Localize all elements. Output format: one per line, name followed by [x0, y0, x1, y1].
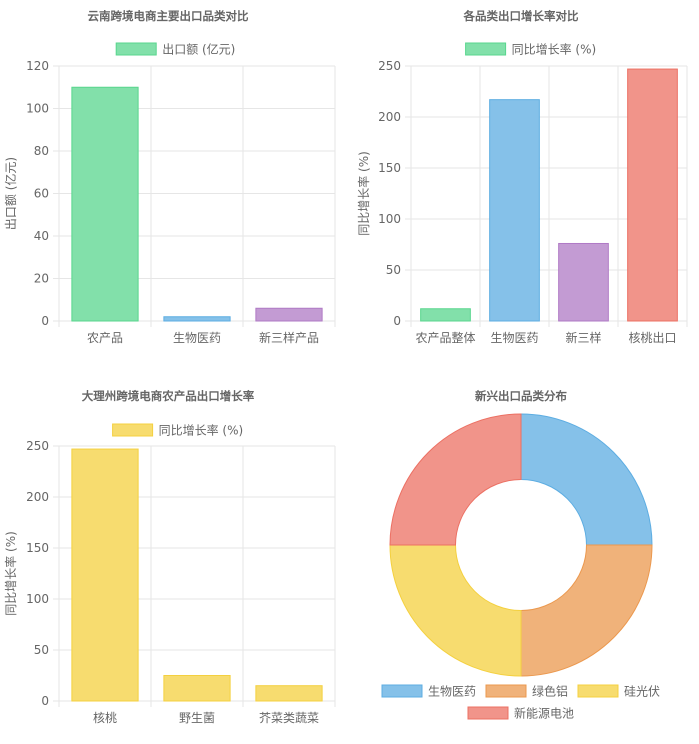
- legend-label: 同比增长率 (%): [512, 42, 597, 57]
- legend-swatch: [115, 42, 157, 56]
- chart-legend[interactable]: 同比增长率 (%): [465, 42, 597, 57]
- chart-title: 新兴出口品类分布: [475, 389, 567, 403]
- x-tick-label: 核桃: [93, 710, 117, 725]
- bar-1[interactable]: [420, 308, 471, 322]
- x-tick-label: 农产品: [87, 331, 123, 345]
- y-tick-label: 250: [26, 439, 49, 453]
- y-tick-label: 200: [26, 490, 49, 504]
- bar-2[interactable]: [163, 316, 231, 322]
- y-tick-label: 150: [378, 161, 401, 175]
- legend-swatch: [467, 706, 509, 720]
- legend-label: 新能源电池: [514, 706, 574, 721]
- y-tick-label: 250: [378, 59, 401, 73]
- chart-legend[interactable]: 同比增长率 (%): [112, 423, 244, 438]
- legend-swatch: [112, 423, 154, 437]
- legend-label: 同比增长率 (%): [159, 423, 244, 438]
- bar-3[interactable]: [255, 685, 323, 702]
- bar-4[interactable]: [627, 68, 678, 322]
- y-tick-label: 100: [26, 102, 49, 116]
- chart-title: 云南跨境电商主要出口品类对比: [88, 9, 249, 23]
- y-axis-label: 同比增长率 (%): [356, 151, 371, 236]
- y-tick-label: 0: [41, 694, 49, 708]
- legend-swatch: [577, 684, 619, 698]
- x-tick-label: 新三样: [565, 330, 601, 345]
- y-tick-label: 80: [34, 144, 49, 158]
- legend-label: 出口额 (亿元): [162, 42, 235, 57]
- bar-3[interactable]: [558, 242, 609, 322]
- y-tick-label: 50: [34, 643, 49, 657]
- chart-legend[interactable]: 出口额 (亿元): [115, 42, 235, 57]
- slice-4[interactable]: [389, 413, 522, 546]
- legend-swatch: [465, 42, 507, 56]
- legend-swatch: [485, 684, 527, 698]
- slice-1[interactable]: [520, 413, 653, 546]
- legend-swatch: [381, 684, 423, 698]
- bar-1[interactable]: [71, 448, 139, 702]
- y-tick-label: 0: [41, 314, 49, 328]
- x-tick-label: 野生菌: [179, 711, 215, 725]
- y-tick-label: 100: [26, 592, 49, 606]
- y-tick-label: 150: [26, 541, 49, 555]
- bar-2[interactable]: [489, 99, 540, 322]
- y-tick-label: 0: [393, 314, 401, 328]
- chart-title: 大理州跨境电商农产品出口增长率: [82, 389, 255, 403]
- slice-3[interactable]: [389, 544, 522, 677]
- y-tick-label: 20: [34, 272, 49, 286]
- slice-2[interactable]: [520, 544, 653, 677]
- y-tick-label: 40: [34, 229, 49, 243]
- bar-2[interactable]: [163, 675, 231, 702]
- x-tick-label: 芥菜类蔬菜: [259, 711, 319, 725]
- y-tick-label: 200: [378, 110, 401, 124]
- chart-title: 各品类出口增长率对比: [463, 9, 579, 23]
- y-axis-label: 出口额 (亿元): [3, 157, 18, 230]
- x-tick-label: 核桃出口: [628, 330, 676, 345]
- y-axis-label: 同比增长率 (%): [3, 531, 18, 616]
- x-tick-label: 农产品整体: [415, 330, 475, 345]
- legend-label: 硅光伏: [624, 685, 660, 699]
- bar-3[interactable]: [255, 307, 323, 322]
- x-tick-label: 生物医药: [173, 331, 221, 345]
- x-tick-label: 新三样产品: [259, 330, 319, 345]
- bar-1[interactable]: [71, 86, 139, 322]
- y-tick-label: 50: [386, 263, 401, 277]
- y-tick-label: 100: [378, 212, 401, 226]
- y-tick-label: 120: [26, 59, 49, 73]
- x-tick-label: 生物医药: [490, 331, 538, 345]
- legend-label: 绿色铝: [532, 684, 568, 699]
- legend-label: 生物医药: [428, 685, 476, 699]
- y-tick-label: 60: [34, 187, 49, 201]
